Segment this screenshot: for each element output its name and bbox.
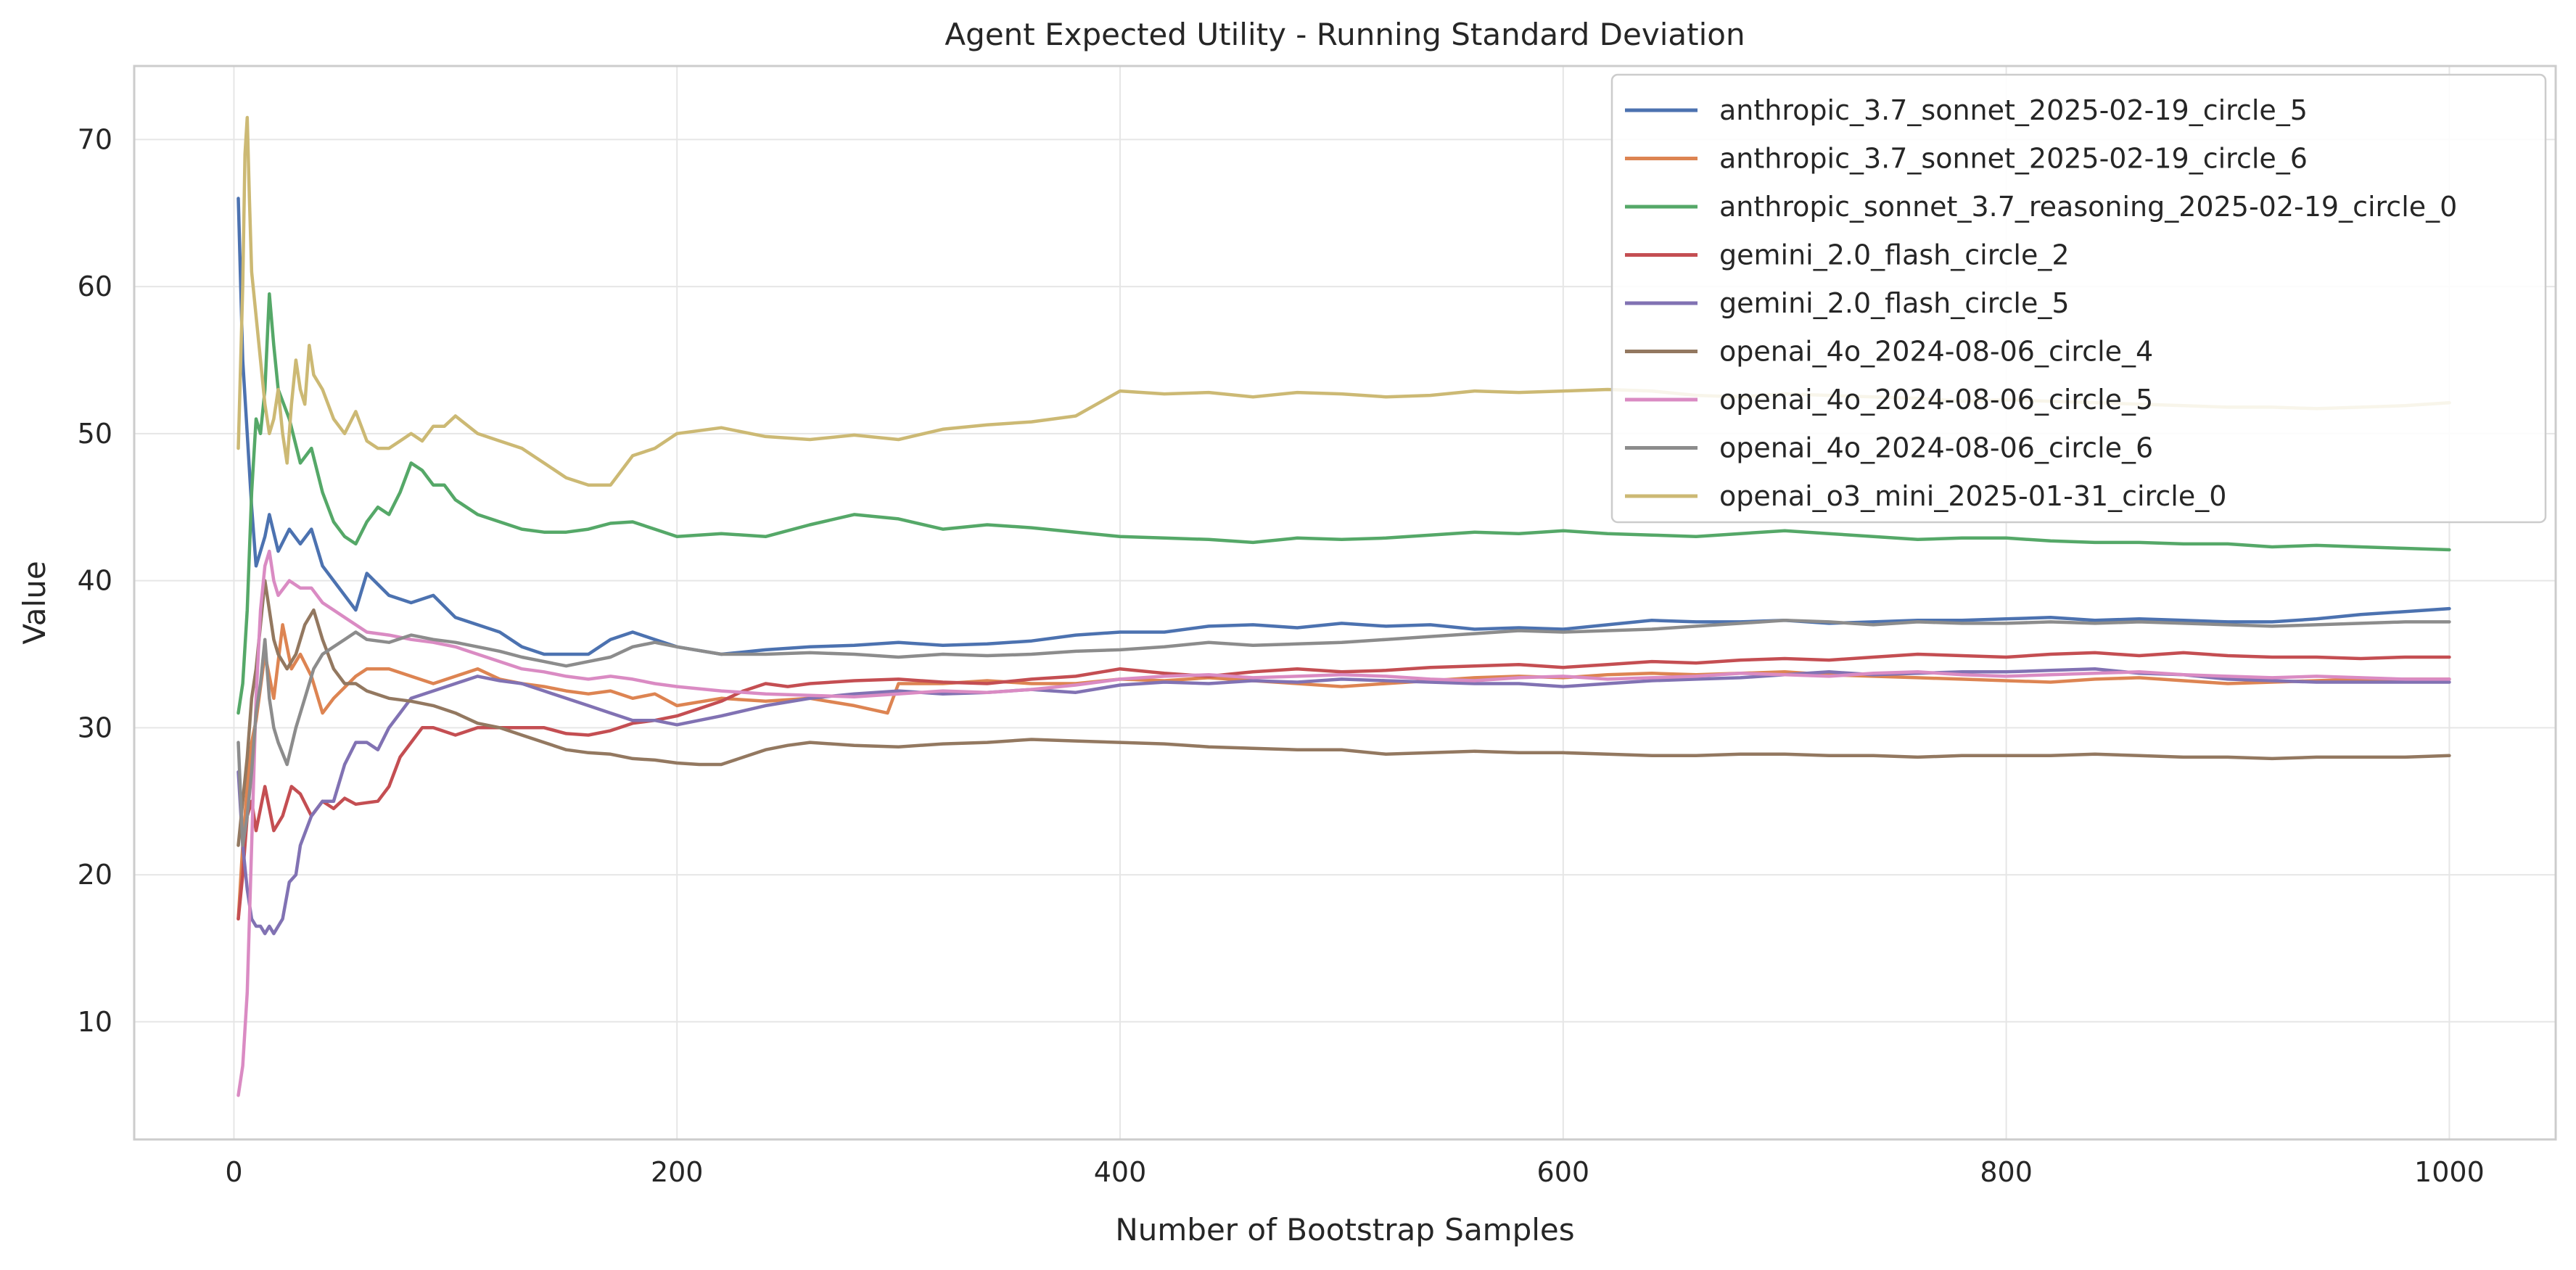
legend-items: anthropic_3.7_sonnet_2025-02-19_circle_5… <box>1625 94 2457 512</box>
legend-entry-label: openai_4o_2024-08-06_circle_5 <box>1719 384 2153 416</box>
legend-entry-label: anthropic_3.7_sonnet_2025-02-19_circle_6 <box>1719 143 2308 175</box>
x-tick-label: 800 <box>1980 1156 2033 1188</box>
series-line-3 <box>236 651 2451 921</box>
y-axis-label: Value <box>17 561 52 644</box>
legend-entry-label: openai_o3_mini_2025-01-31_circle_0 <box>1719 480 2226 512</box>
chart-title: Agent Expected Utility - Running Standar… <box>945 17 1745 52</box>
legend-box <box>1610 73 2547 524</box>
y-tick-label: 40 <box>78 565 112 597</box>
legend-entry-label: anthropic_sonnet_3.7_reasoning_2025-02-1… <box>1719 191 2457 223</box>
legend-entry-label: openai_4o_2024-08-06_circle_4 <box>1719 336 2153 368</box>
legend-entry-label: gemini_2.0_flash_circle_5 <box>1719 287 2070 319</box>
y-tick-label: 50 <box>78 418 112 450</box>
legend: anthropic_3.7_sonnet_2025-02-19_circle_5… <box>1610 73 2547 524</box>
x-tick-label: 0 <box>225 1156 242 1188</box>
y-tick-label: 20 <box>78 859 112 891</box>
series-line-5 <box>236 579 2451 847</box>
x-tick-label: 600 <box>1537 1156 1590 1188</box>
series-line-6 <box>236 549 2451 1097</box>
tick-labels: 0 200 400 600 800 1000 10 20 30 40 50 60 70 <box>78 123 2485 1188</box>
x-axis-label: Number of Bootstrap Samples <box>1115 1212 1574 1248</box>
x-tick-label: 1000 <box>2414 1156 2485 1188</box>
legend-entry-label: openai_4o_2024-08-06_circle_6 <box>1719 432 2153 464</box>
x-tick-label: 400 <box>1094 1156 1147 1188</box>
series-line-7 <box>236 619 2451 847</box>
plot-frame <box>133 65 2557 1141</box>
legend-entry-label: gemini_2.0_flash_circle_2 <box>1719 239 2070 271</box>
legend-entry-label: anthropic_3.7_sonnet_2025-02-19_circle_5 <box>1719 94 2308 126</box>
x-tick-label: 200 <box>651 1156 704 1188</box>
y-tick-label: 10 <box>78 1006 112 1038</box>
series-line-0 <box>236 197 2451 656</box>
y-tick-label: 60 <box>78 271 112 302</box>
series-line-1 <box>236 623 2451 921</box>
y-tick-label: 70 <box>78 123 112 155</box>
series-lines <box>236 115 2451 1097</box>
series-line-2 <box>236 292 2451 715</box>
y-tick-label: 30 <box>78 712 112 743</box>
